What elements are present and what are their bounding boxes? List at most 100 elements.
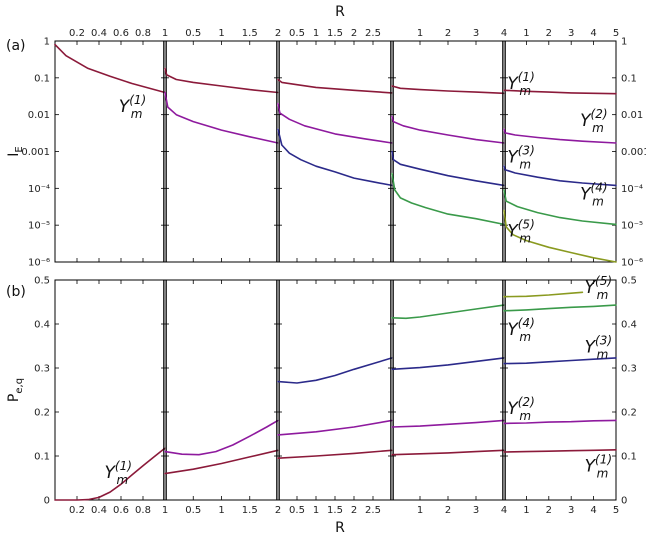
x-tick-label: 5 xyxy=(613,505,619,516)
x-tick-label: 0.4 xyxy=(91,28,107,39)
series-label-base: Y xyxy=(507,148,519,168)
series-line xyxy=(54,43,166,94)
subplot-frame xyxy=(277,279,393,501)
y-tick-label-right: 0.01 xyxy=(621,110,643,121)
y-axis-label: IE xyxy=(6,146,25,156)
series-label-base: Y xyxy=(105,463,117,483)
panel-a-label: (a) xyxy=(6,38,26,54)
series-label: Y(1) m xyxy=(105,459,132,487)
x-tick-label: 4 xyxy=(590,28,596,39)
subplot: 1 2 3 4 5Y(1) mY(2) mY(3) mY(4) mY(5) m xyxy=(501,28,619,263)
x-tick-label: 1 xyxy=(218,505,224,516)
series-label-base: Y xyxy=(507,74,519,94)
y-axis-label-base: P xyxy=(6,394,22,402)
panel-a: 110.10.10.010.010.0010.00110⁻⁴10⁻⁴10⁻⁵10… xyxy=(6,28,646,269)
y-tick-label-right: 0.4 xyxy=(621,320,637,331)
series-line xyxy=(391,115,505,144)
subplot: 0.2 0.4 0.6 0.8 1 Y(1) m xyxy=(54,28,168,263)
series-label-sub: m xyxy=(592,121,604,135)
subplot-frame xyxy=(391,40,505,263)
x-tick-label: 2.5 xyxy=(365,28,381,39)
series-label-sup: (5) xyxy=(518,217,535,231)
x-tick-label: 2 xyxy=(445,28,451,39)
x-tick-label: 0.6 xyxy=(113,28,129,39)
series-line xyxy=(391,85,505,95)
x-tick-label: 1 xyxy=(417,505,423,516)
panel-b: 0 00.1 0.10.2 0.20.3 0.30.4 0.40.5 0.5Pe,q0.2 0… xyxy=(6,274,637,516)
series-line xyxy=(277,449,393,459)
series-label-sub: m xyxy=(131,107,143,121)
x-tick-label: 0.5 xyxy=(185,505,201,516)
series-line xyxy=(503,357,617,365)
series-label: Y(1) m xyxy=(507,70,534,98)
x-tick-label: 1.5 xyxy=(242,28,258,39)
series-line xyxy=(391,357,505,371)
subplot: 1 2 3 4 xyxy=(389,28,507,263)
x-tick-label: 1 xyxy=(523,28,529,39)
y-tick-label-left: 0.4 xyxy=(34,320,50,331)
x-tick-label: 1 xyxy=(417,28,423,39)
series-label: Y(5) m xyxy=(507,217,534,245)
subplot: 0.5 1 1.5 2 xyxy=(162,28,281,263)
series-label: Y(3) m xyxy=(585,334,612,362)
series-label-base: Y xyxy=(585,338,597,358)
series-line xyxy=(391,449,505,456)
bottom-x-axis-label: R xyxy=(335,520,345,536)
series-line xyxy=(164,449,279,475)
series-label: Y(3) m xyxy=(507,144,534,172)
y-tick-label-right: 0.001 xyxy=(621,147,646,158)
x-tick-label: 2 xyxy=(546,28,552,39)
series-label-sub: m xyxy=(597,288,609,302)
series-line xyxy=(277,128,393,187)
series-line xyxy=(391,419,505,428)
series-label-sub: m xyxy=(117,473,129,487)
x-tick-label: 2 xyxy=(351,28,357,39)
subplot-frame xyxy=(54,40,166,263)
series-line xyxy=(503,449,617,453)
series-label-sup: (3) xyxy=(518,144,535,158)
x-tick-label: 2 xyxy=(351,505,357,516)
subplot: 0.2 0.4 0.6 0.8 1 Y(1) m xyxy=(54,279,168,516)
x-tick-label: 2 xyxy=(445,505,451,516)
x-tick-label: 4 xyxy=(501,28,507,39)
x-tick-label: 5 xyxy=(613,28,619,39)
y-tick-label-right: 0.1 xyxy=(621,452,637,463)
y-tick-label-left: 0.3 xyxy=(34,364,50,375)
series-label-sub: m xyxy=(519,231,531,245)
x-tick-label: 0.5 xyxy=(185,28,201,39)
series-label-sup: (2) xyxy=(591,107,608,121)
series-label-base: Y xyxy=(507,320,519,340)
series-label-sup: (1) xyxy=(115,459,132,473)
x-tick-label: 3 xyxy=(568,28,574,39)
subplot-frame xyxy=(164,279,279,501)
series-label: Y(4) m xyxy=(580,180,607,208)
y-tick-label-right: 10⁻⁶ xyxy=(621,258,643,269)
x-tick-label: 1.5 xyxy=(327,505,343,516)
series-line xyxy=(391,150,505,187)
subplot: 1 2 3 4 5Y(5) mY(4) mY(3) mY(2) mY(1) m xyxy=(501,274,619,516)
x-tick-label: 1 xyxy=(162,28,168,39)
x-tick-label: 1 xyxy=(218,28,224,39)
x-tick-label: 0.8 xyxy=(135,28,151,39)
series-label: Y(2) m xyxy=(580,107,607,135)
y-tick-label-left: 10⁻⁴ xyxy=(28,184,50,195)
series-label: Y(1) m xyxy=(585,452,612,480)
series-label-sub: m xyxy=(519,330,531,344)
y-tick-label-left: 0.1 xyxy=(34,452,50,463)
series-line xyxy=(277,102,393,144)
series-line xyxy=(277,357,393,384)
y-tick-label-left: 0.01 xyxy=(28,110,50,121)
series-label-base: Y xyxy=(585,456,597,476)
x-tick-label: 2 xyxy=(275,505,281,516)
series-label-base: Y xyxy=(119,97,131,117)
x-tick-label: 0.5 xyxy=(289,505,305,516)
y-tick-label-right: 0 xyxy=(621,496,627,507)
y-tick-label-right: 10⁻⁴ xyxy=(621,184,643,195)
series-line xyxy=(503,209,617,263)
series-label-sup: (5) xyxy=(595,274,612,288)
series-label-base: Y xyxy=(580,184,592,204)
y-tick-label-right: 0.3 xyxy=(621,364,637,375)
y-axis-label-base: I xyxy=(6,153,22,157)
subplot-frame xyxy=(277,40,393,263)
